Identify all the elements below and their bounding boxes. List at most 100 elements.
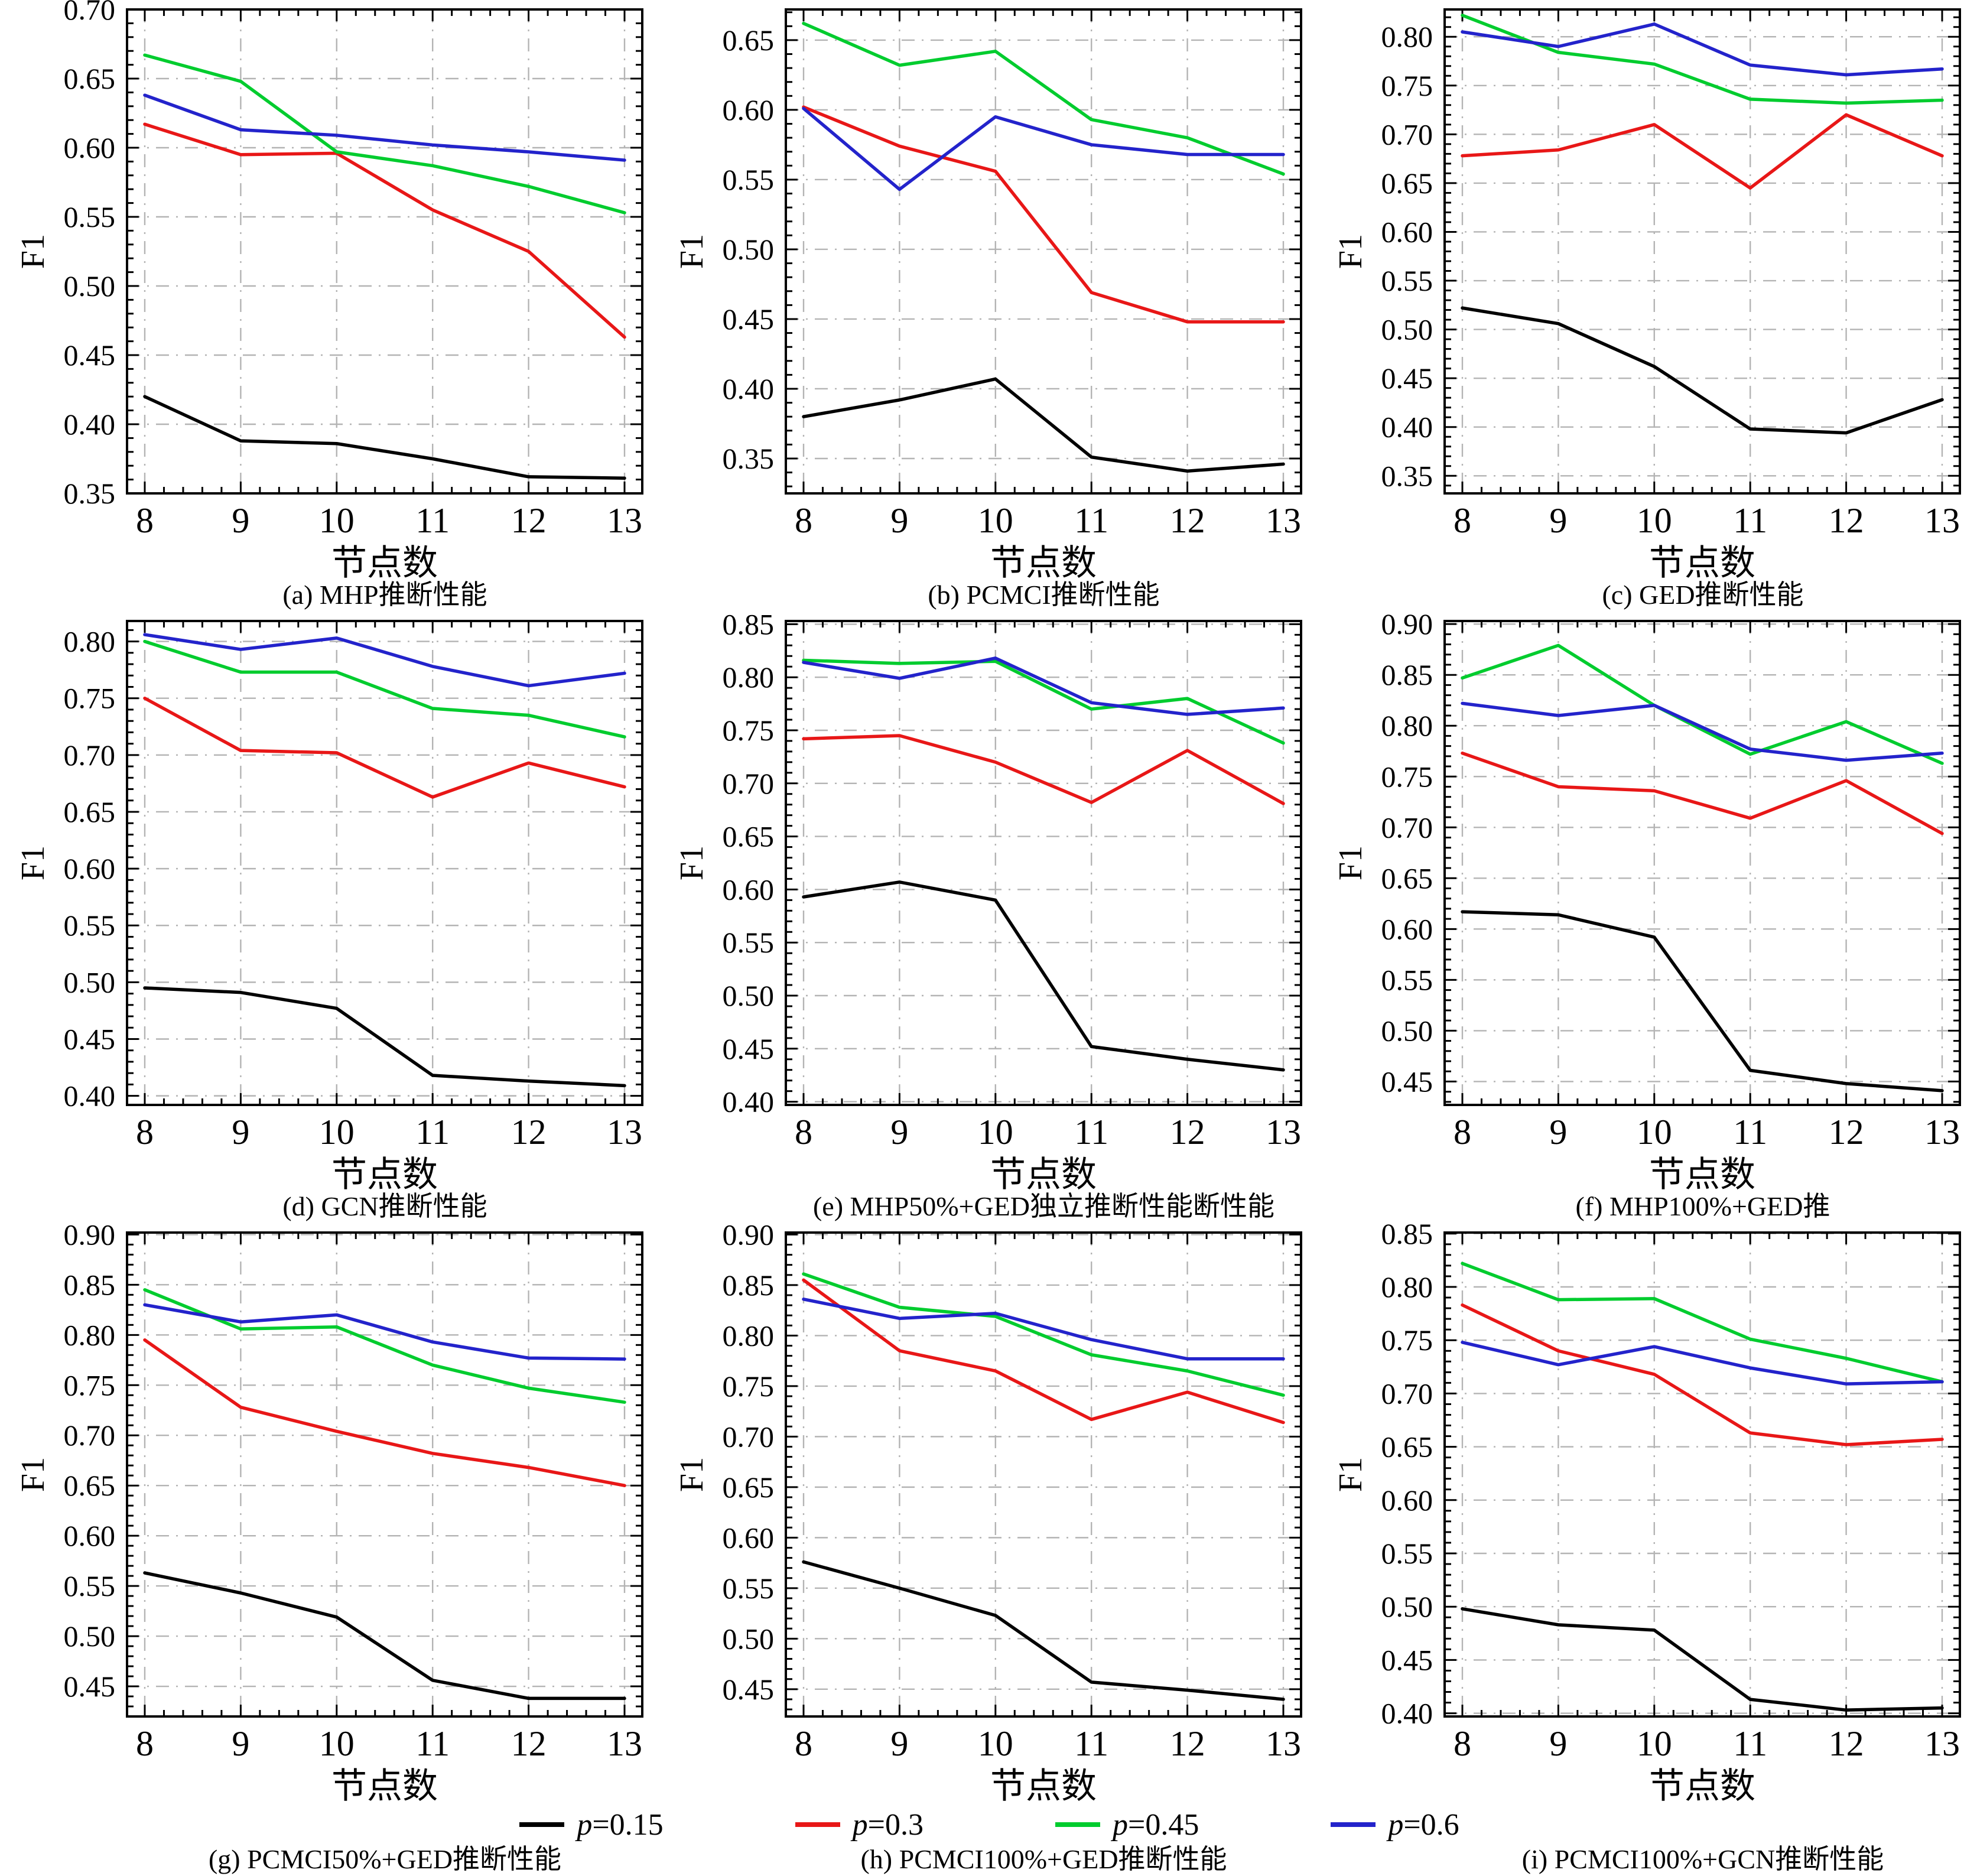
legend-swatch-p045 [1055, 1822, 1100, 1827]
svg-text:13: 13 [1266, 1113, 1301, 1152]
svg-text:0.50: 0.50 [723, 979, 775, 1012]
legend-label-p015: p=0.15 [577, 1807, 664, 1842]
svg-text:10: 10 [319, 1113, 355, 1152]
subplot-i-caption: (i) PCMCI100%+GCN推断性能 [1521, 1844, 1884, 1874]
svg-text:9: 9 [1549, 1113, 1567, 1152]
svg-text:13: 13 [1924, 501, 1960, 540]
svg-text:8: 8 [1454, 1724, 1471, 1763]
svg-text:0.40: 0.40 [1381, 1697, 1433, 1730]
svg-text:12: 12 [1829, 1724, 1864, 1763]
subplot-e: 0.40 0.45 0.50 0.55 0.60 0.65 0.70 0.75 0.80 0.85… [659, 612, 1318, 1223]
svg-text:0.80: 0.80 [64, 625, 116, 658]
legend-swatch-p06 [1331, 1822, 1376, 1827]
svg-text:0.45: 0.45 [64, 1670, 116, 1703]
svg-text:11: 11 [1733, 501, 1767, 540]
svg-text:10: 10 [1637, 1724, 1672, 1763]
svg-text:12: 12 [511, 501, 547, 540]
svg-text:F1: F1 [15, 234, 51, 269]
chart-g-canvas: 0.45 0.50 0.55 0.60 0.65 0.70 0.75 0.80 0.85 0.90… [15, 1223, 643, 1805]
svg-text:11: 11 [1074, 1724, 1108, 1763]
chart-a-canvas: 0.35 0.40 0.45 0.50 0.55 0.60 0.65 0.70 8 9 10 11 12… [15, 0, 643, 582]
svg-text:节点数: 节点数 [990, 544, 1097, 582]
svg-text:8: 8 [1454, 501, 1471, 540]
chart-e-canvas: 0.40 0.45 0.50 0.55 0.60 0.65 0.70 0.75 0.80 0.85… [674, 612, 1302, 1194]
svg-text:0.60: 0.60 [723, 873, 775, 906]
legend-item-p06: p=0.6 [1329, 1807, 1459, 1842]
subplot-a: 0.35 0.40 0.45 0.50 0.55 0.60 0.65 0.70 8 9 10 11 12… [0, 0, 659, 612]
svg-text:0.40: 0.40 [64, 408, 116, 441]
svg-text:0.35: 0.35 [723, 442, 775, 475]
svg-text:0.55: 0.55 [64, 1569, 116, 1602]
svg-text:0.60: 0.60 [64, 131, 116, 164]
svg-text:9: 9 [890, 1113, 908, 1152]
figure-grid: 0.35 0.40 0.45 0.50 0.55 0.60 0.65 0.70 8 9 10 11 12… [0, 0, 1961, 1805]
svg-text:0.75: 0.75 [64, 682, 116, 715]
legend: p=0.15 p=0.3 p=0.45 p=0.6 [0, 1806, 1977, 1843]
svg-text:0.55: 0.55 [1381, 1537, 1433, 1570]
subplot-d-caption: (d) GCN推断性能 [282, 1191, 487, 1221]
legend-label-p03: p=0.3 [852, 1807, 924, 1842]
svg-text:11: 11 [1074, 501, 1108, 540]
svg-text:10: 10 [978, 1113, 1013, 1152]
svg-text:节点数: 节点数 [990, 1767, 1097, 1805]
svg-text:0.50: 0.50 [1381, 1590, 1433, 1623]
subplot-d: 0.40 0.45 0.50 0.55 0.60 0.65 0.70 0.75 0.80 8 9 10… [0, 612, 659, 1223]
svg-text:0.45: 0.45 [1381, 362, 1433, 395]
svg-text:节点数: 节点数 [331, 544, 438, 582]
svg-text:10: 10 [1637, 1113, 1672, 1152]
svg-text:0.75: 0.75 [1381, 69, 1433, 102]
bottom-captions: (g) PCMCI50%+GED推断性能 (h) PCMCI100%+GED推断… [0, 1846, 1977, 1876]
svg-text:9: 9 [232, 501, 249, 540]
svg-text:0.50: 0.50 [64, 269, 116, 303]
chart-c-canvas: 0.35 0.40 0.45 0.50 0.55 0.60 0.65 0.70 0.75 0.80… [1332, 8, 1961, 582]
legend-swatch-p03 [795, 1822, 840, 1827]
svg-text:0.60: 0.60 [1381, 1484, 1433, 1517]
svg-text:0.65: 0.65 [1381, 1430, 1433, 1464]
svg-text:9: 9 [232, 1724, 249, 1763]
svg-text:13: 13 [607, 501, 642, 540]
svg-text:0.70: 0.70 [723, 767, 775, 800]
svg-text:0.60: 0.60 [64, 852, 116, 885]
legend-item-p045: p=0.45 [1053, 1807, 1199, 1842]
svg-text:13: 13 [1924, 1724, 1960, 1763]
svg-text:12: 12 [1829, 501, 1864, 540]
chart-i-canvas: 0.40 0.45 0.50 0.55 0.60 0.65 0.70 0.75 0.80 0.85… [1332, 1223, 1961, 1805]
svg-text:12: 12 [1170, 1724, 1205, 1763]
svg-text:节点数: 节点数 [990, 1155, 1097, 1194]
subplot-f-caption: (f) MHP100%+GED推 [1575, 1191, 1830, 1221]
svg-text:11: 11 [1074, 1113, 1108, 1152]
svg-text:节点数: 节点数 [331, 1155, 438, 1194]
legend-label-p045: p=0.45 [1113, 1807, 1199, 1842]
svg-text:9: 9 [890, 501, 908, 540]
svg-text:0.45: 0.45 [723, 1032, 775, 1065]
svg-text:0.55: 0.55 [1381, 264, 1433, 297]
svg-text:0.60: 0.60 [1381, 215, 1433, 248]
svg-text:0.60: 0.60 [723, 93, 775, 126]
svg-text:8: 8 [136, 1724, 154, 1763]
svg-text:0.75: 0.75 [1381, 760, 1433, 793]
svg-text:0.80: 0.80 [64, 1318, 116, 1351]
svg-text:0.50: 0.50 [64, 965, 116, 999]
svg-text:F1: F1 [15, 1457, 51, 1492]
svg-text:0.45: 0.45 [64, 1022, 116, 1055]
svg-text:13: 13 [607, 1113, 642, 1152]
svg-text:9: 9 [232, 1113, 249, 1152]
svg-text:0.80: 0.80 [723, 661, 775, 694]
svg-text:0.45: 0.45 [1381, 1643, 1433, 1676]
chart-b-canvas: 0.35 0.40 0.45 0.50 0.55 0.60 0.65 8 9 10 11 12 13 F1… [674, 8, 1302, 582]
svg-text:0.55: 0.55 [723, 1572, 775, 1605]
svg-text:0.90: 0.90 [1381, 612, 1433, 640]
svg-text:0.70: 0.70 [64, 739, 116, 772]
svg-text:13: 13 [607, 1724, 642, 1763]
svg-text:0.90: 0.90 [64, 1223, 116, 1251]
svg-text:0.65: 0.65 [723, 820, 775, 853]
svg-text:0.45: 0.45 [723, 303, 775, 336]
subplot-g-caption: (g) PCMCI50%+GED推断性能 [208, 1844, 562, 1874]
svg-text:0.70: 0.70 [1381, 118, 1433, 151]
svg-text:0.70: 0.70 [1381, 1377, 1433, 1410]
svg-text:节点数: 节点数 [1649, 1767, 1755, 1805]
svg-text:0.70: 0.70 [64, 1419, 116, 1452]
svg-text:13: 13 [1266, 1724, 1301, 1763]
subplot-g: 0.45 0.50 0.55 0.60 0.65 0.70 0.75 0.80 0.85 0.90… [0, 1223, 659, 1805]
svg-text:0.80: 0.80 [1381, 1270, 1433, 1303]
